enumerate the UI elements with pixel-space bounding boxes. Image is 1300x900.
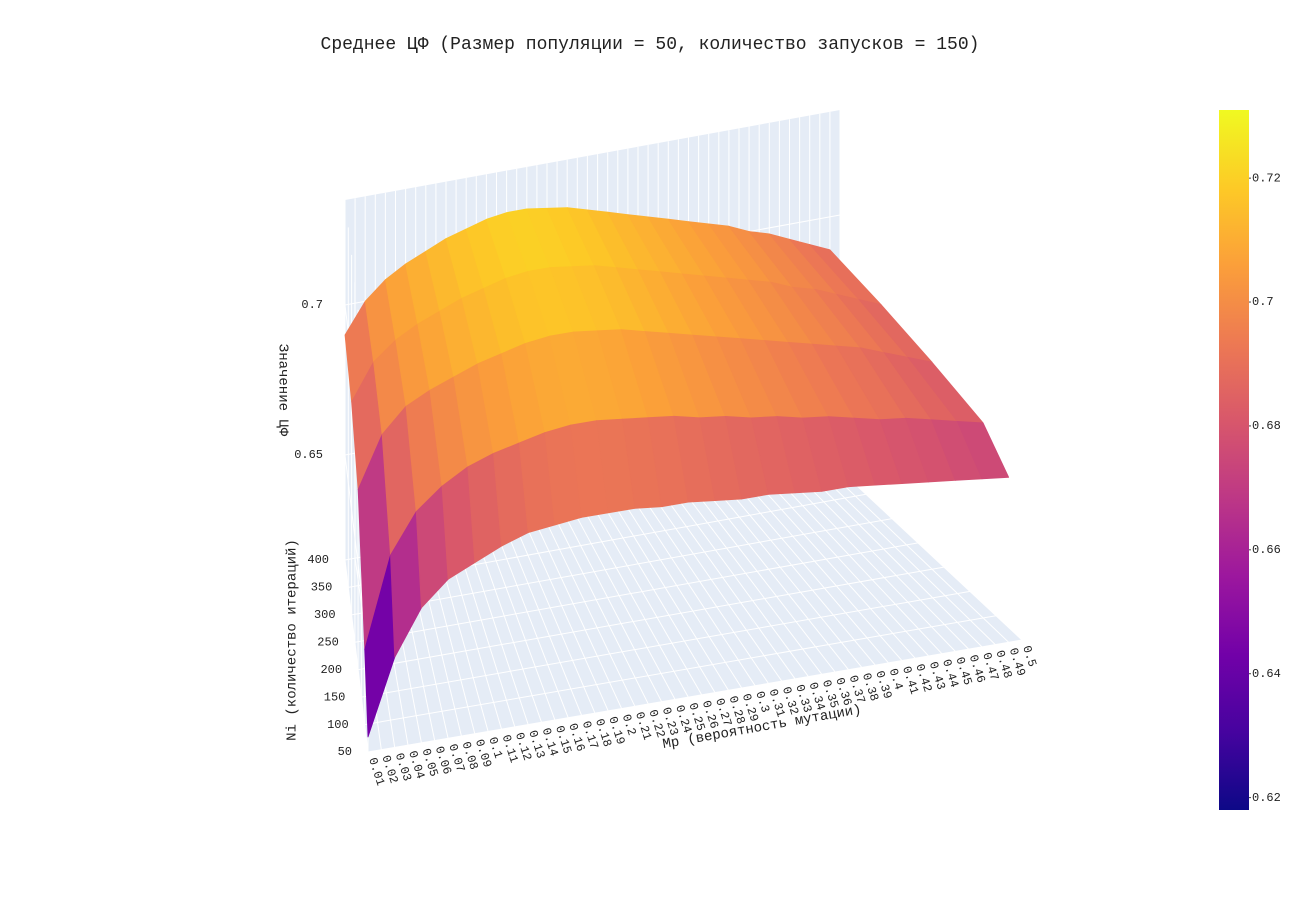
surface-patch: [956, 420, 1010, 480]
colorbar: [1219, 110, 1249, 810]
x-tick-label: 0.2: [619, 712, 639, 737]
y-tick-label: 50: [338, 745, 352, 759]
z-tick-label: 0.7: [301, 298, 323, 312]
colorbar-tick-label: 0.72: [1252, 171, 1281, 185]
colorbar-tick-label: 0.7: [1252, 295, 1274, 309]
colorbar-tick-label: 0.66: [1252, 543, 1281, 557]
y-tick-label: 350: [311, 581, 333, 595]
y-tick-label: 200: [320, 663, 342, 677]
x-tick-label: 0.3: [752, 690, 772, 715]
chart-title: Среднее ЦФ (Размер популяции = 50, колич…: [321, 35, 980, 55]
x-tick-label: 0.1: [485, 735, 505, 760]
y-tick-label: 150: [324, 690, 346, 704]
colorbar-tick-label: 0.62: [1252, 791, 1281, 805]
z-axis-title: Значение ЦФ: [274, 344, 290, 437]
colorbar-tick-label: 0.68: [1252, 419, 1281, 433]
y-tick-label: 100: [327, 718, 349, 732]
scene: 0.010.020.030.040.050.060.070.080.090.10…: [294, 110, 1039, 788]
y-axis-title: Ni (количество итераций): [284, 539, 301, 741]
y-tick-label: 250: [317, 635, 339, 649]
colorbar-tick-label: 0.64: [1252, 667, 1281, 681]
y-tick-label: 400: [307, 553, 329, 567]
x-tick-label: 0.4: [886, 667, 906, 692]
y-tick-label: 300: [314, 608, 336, 622]
x-tick-label: 0.5: [1019, 644, 1039, 669]
z-tick-label: 0.65: [294, 448, 323, 462]
